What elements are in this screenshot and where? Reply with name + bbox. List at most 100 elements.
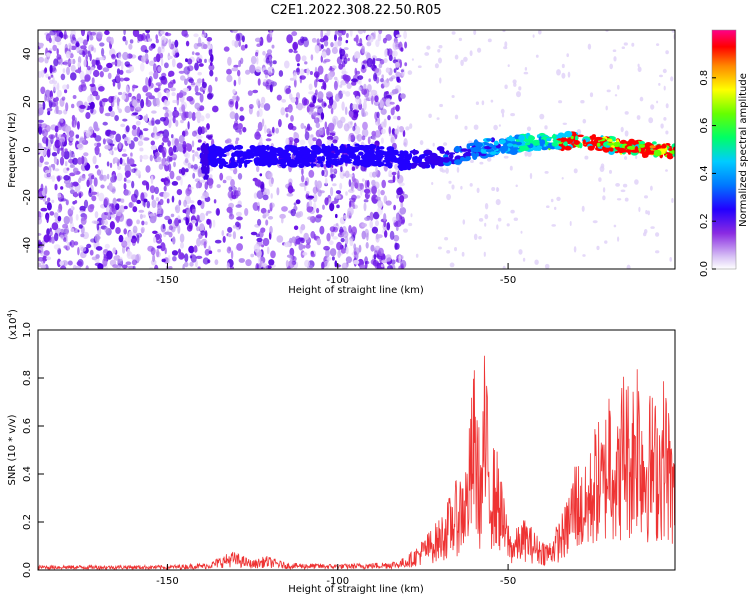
ridge-mark (634, 146, 639, 152)
noise-speckle (142, 137, 150, 141)
ridge-mark (259, 144, 267, 152)
noise-speckle (194, 85, 199, 94)
noise-speckle (49, 227, 52, 232)
noise-speckle (275, 127, 279, 134)
noise-speckle (461, 251, 465, 257)
noise-speckle (663, 85, 666, 91)
noise-speckle (341, 90, 346, 95)
ridge-mark (309, 158, 317, 162)
noise-speckle (209, 69, 214, 77)
noise-speckle (212, 219, 216, 228)
noise-speckle (645, 210, 648, 215)
noise-speckle (523, 71, 529, 75)
noise-speckle (99, 71, 104, 78)
noise-speckle (458, 37, 463, 42)
noise-speckle (126, 88, 130, 94)
noise-speckle (309, 71, 313, 75)
ridge-mark (619, 141, 627, 144)
noise-speckle (278, 119, 282, 128)
noise-speckle (312, 137, 317, 142)
ridge-mark (317, 158, 323, 164)
noise-speckle (112, 247, 117, 255)
noise-speckle (182, 87, 190, 92)
noise-speckle (115, 209, 122, 217)
noise-speckle (226, 206, 233, 213)
noise-speckle (612, 49, 617, 52)
noise-speckle (132, 206, 138, 213)
noise-speckle (252, 89, 259, 94)
noise-speckle (269, 225, 273, 235)
noise-speckle (86, 243, 92, 249)
noise-speckle (72, 34, 76, 41)
noise-speckle (230, 179, 235, 188)
noise-speckle (328, 67, 335, 72)
noise-speckle (90, 191, 98, 195)
noise-speckle (181, 104, 186, 112)
noise-speckle (209, 174, 213, 179)
noise-speckle (95, 94, 100, 101)
ridge-mark (438, 156, 442, 163)
noise-speckle (396, 187, 403, 196)
noise-speckle (624, 197, 629, 202)
ridge-mark (268, 157, 274, 165)
ridge-mark (204, 154, 208, 158)
ridge-mark (299, 152, 303, 156)
noise-speckle (64, 89, 68, 94)
ridge-mark (564, 145, 572, 151)
noise-speckle (306, 67, 310, 76)
noise-speckle (165, 107, 169, 114)
noise-speckle (330, 186, 334, 197)
noise-speckle (432, 142, 435, 147)
noise-speckle (183, 217, 189, 221)
noise-speckle (115, 264, 122, 269)
noise-speckle (60, 198, 67, 202)
noise-speckle (140, 99, 145, 109)
ridge-mark (234, 145, 239, 150)
noise-speckle (75, 69, 82, 73)
noise-speckle (276, 94, 282, 101)
noise-speckle (291, 31, 298, 37)
noise-speckle (135, 253, 141, 262)
noise-speckle (168, 38, 172, 49)
noise-speckle (255, 52, 259, 57)
noise-speckle (184, 168, 189, 173)
ridge-mark (645, 149, 652, 155)
noise-speckle (444, 237, 449, 241)
noise-speckle (330, 107, 334, 115)
noise-speckle (395, 212, 400, 222)
noise-speckle (623, 42, 628, 46)
noise-speckle (372, 57, 376, 66)
noise-speckle (602, 187, 606, 193)
noise-speckle (226, 246, 232, 254)
noise-speckle (95, 246, 103, 251)
noise-speckle (335, 194, 341, 199)
noise-speckle (250, 55, 257, 65)
ridge-mark (233, 153, 241, 157)
noise-speckle (373, 72, 378, 82)
noise-speckle (235, 96, 240, 102)
ridge-mark (563, 141, 568, 146)
noise-speckle (227, 226, 233, 233)
noise-speckle (375, 196, 381, 200)
noise-speckle (363, 199, 369, 203)
y-tick-label: 0.6 (22, 418, 33, 434)
noise-speckle (613, 56, 617, 62)
noise-speckle (117, 165, 122, 171)
noise-speckle (132, 30, 140, 38)
noise-speckle (361, 178, 365, 182)
noise-speckle (50, 74, 54, 78)
noise-speckle (369, 220, 374, 229)
noise-speckle (198, 58, 203, 64)
ridge-mark (442, 157, 451, 163)
noise-speckle (643, 232, 647, 237)
noise-speckle (184, 253, 189, 263)
ridge-mark (393, 149, 399, 156)
noise-speckle (498, 124, 501, 127)
noise-speckle (289, 247, 295, 257)
noise-speckle (371, 95, 374, 105)
noise-speckle (286, 193, 294, 197)
noise-speckle (469, 183, 473, 187)
noise-speckle (195, 134, 203, 140)
ridge-mark (373, 155, 383, 161)
noise-speckle (212, 105, 219, 113)
